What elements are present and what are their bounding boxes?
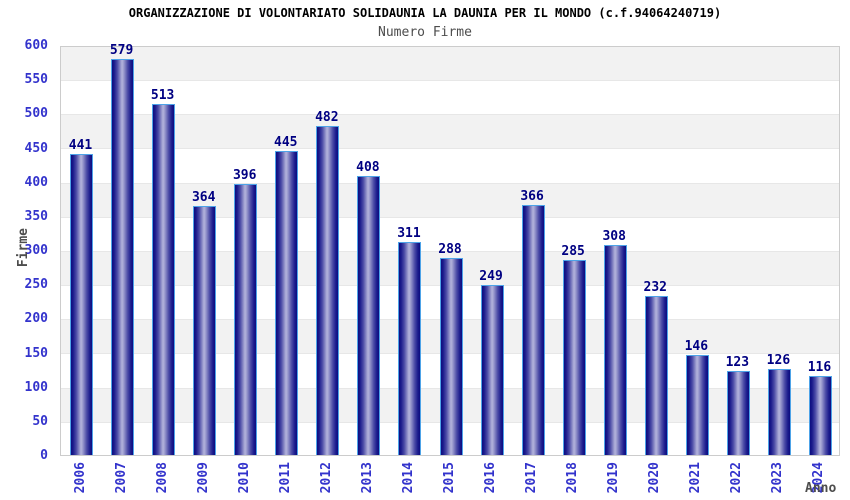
bar-2009 (193, 206, 217, 455)
bar-2016 (480, 284, 504, 455)
bar-2021 (685, 355, 709, 455)
grid-band (61, 81, 839, 116)
bar-value-label: 126 (766, 352, 791, 368)
bar-2013 (357, 176, 381, 455)
bar-value-label: 285 (561, 244, 585, 260)
bar-value-label: 482 (315, 109, 339, 125)
bar-value-label: 366 (520, 188, 544, 204)
bar-2011 (275, 150, 299, 455)
x-tick-label: 2011 (277, 462, 293, 494)
x-tick-label: 2021 (688, 462, 704, 494)
chart-title: ORGANIZZAZIONE DI VOLONTARIATO SOLIDAUNI… (128, 6, 722, 20)
y-tick-label: 50 (32, 413, 48, 429)
grid-band (61, 149, 839, 184)
y-tick-label: 150 (24, 345, 48, 361)
x-tick-label: 2006 (72, 462, 88, 494)
bar-value-label: 445 (274, 134, 298, 150)
bar-2023 (767, 368, 791, 455)
x-axis-title: Anno (805, 481, 837, 496)
bar-2019 (603, 244, 627, 455)
bar-2007 (111, 59, 135, 455)
chart-subtitle: Numero Firme (378, 25, 472, 40)
bar-value-label: 364 (191, 190, 216, 206)
x-tick-label: 2013 (359, 462, 375, 494)
x-tick-label: 2012 (318, 462, 334, 494)
bar-2017 (521, 204, 545, 455)
y-tick-label: 550 (24, 72, 48, 88)
x-tick-label: 2007 (113, 462, 129, 494)
bar-value-label: 441 (68, 137, 93, 153)
bar-value-label: 232 (643, 280, 667, 296)
bar-2006 (70, 153, 94, 455)
grid-band (61, 47, 839, 82)
plot-area (60, 46, 840, 456)
y-axis-title: Firme (16, 228, 31, 268)
bar-value-label: 579 (109, 43, 134, 59)
bar-value-label: 408 (356, 160, 380, 176)
grid-band (61, 217, 839, 252)
x-tick-label: 2014 (400, 462, 416, 494)
bar-2010 (234, 184, 258, 455)
bar-2020 (644, 296, 668, 455)
x-tick-label: 2008 (154, 462, 170, 494)
bar-value-label: 146 (684, 339, 709, 355)
y-tick-label: 250 (24, 277, 48, 293)
x-tick-label: 2018 (565, 462, 581, 494)
bar-2024 (808, 375, 832, 455)
x-tick-label: 2023 (770, 462, 786, 494)
y-tick-label: 100 (24, 379, 48, 395)
bar-2015 (439, 258, 463, 455)
bar-2022 (726, 370, 750, 455)
bar-value-label: 396 (232, 168, 257, 184)
y-tick-label: 450 (24, 140, 48, 156)
bar-2018 (562, 260, 586, 455)
bar-value-label: 116 (807, 359, 832, 375)
y-tick-label: 350 (24, 208, 48, 224)
y-tick-label: 400 (24, 174, 48, 190)
grid-band (61, 115, 839, 150)
grid-band (61, 183, 839, 218)
y-tick-label: 0 (40, 448, 48, 463)
bar-2008 (152, 104, 176, 455)
bar-2012 (316, 125, 340, 455)
bar-value-label: 123 (725, 354, 750, 370)
bar-2014 (398, 242, 422, 455)
bar-value-label: 308 (602, 228, 626, 244)
bar-value-label: 311 (397, 226, 421, 242)
y-tick-label: 300 (24, 243, 48, 258)
bar-value-label: 249 (479, 268, 503, 284)
y-tick-label: 600 (24, 38, 48, 53)
x-tick-label: 2019 (606, 462, 622, 494)
x-tick-label: 2016 (483, 462, 499, 494)
x-tick-label: 2009 (195, 462, 211, 494)
bar-value-label: 288 (438, 242, 462, 258)
y-tick-label: 200 (24, 311, 48, 327)
bar-value-label: 513 (150, 88, 175, 104)
x-tick-label: 2015 (442, 462, 457, 494)
x-tick-label: 2017 (524, 462, 540, 494)
y-tick-label: 500 (24, 106, 48, 122)
x-tick-label: 2020 (647, 462, 663, 494)
x-tick-label: 2022 (729, 462, 745, 494)
x-tick-label: 2010 (236, 462, 252, 494)
